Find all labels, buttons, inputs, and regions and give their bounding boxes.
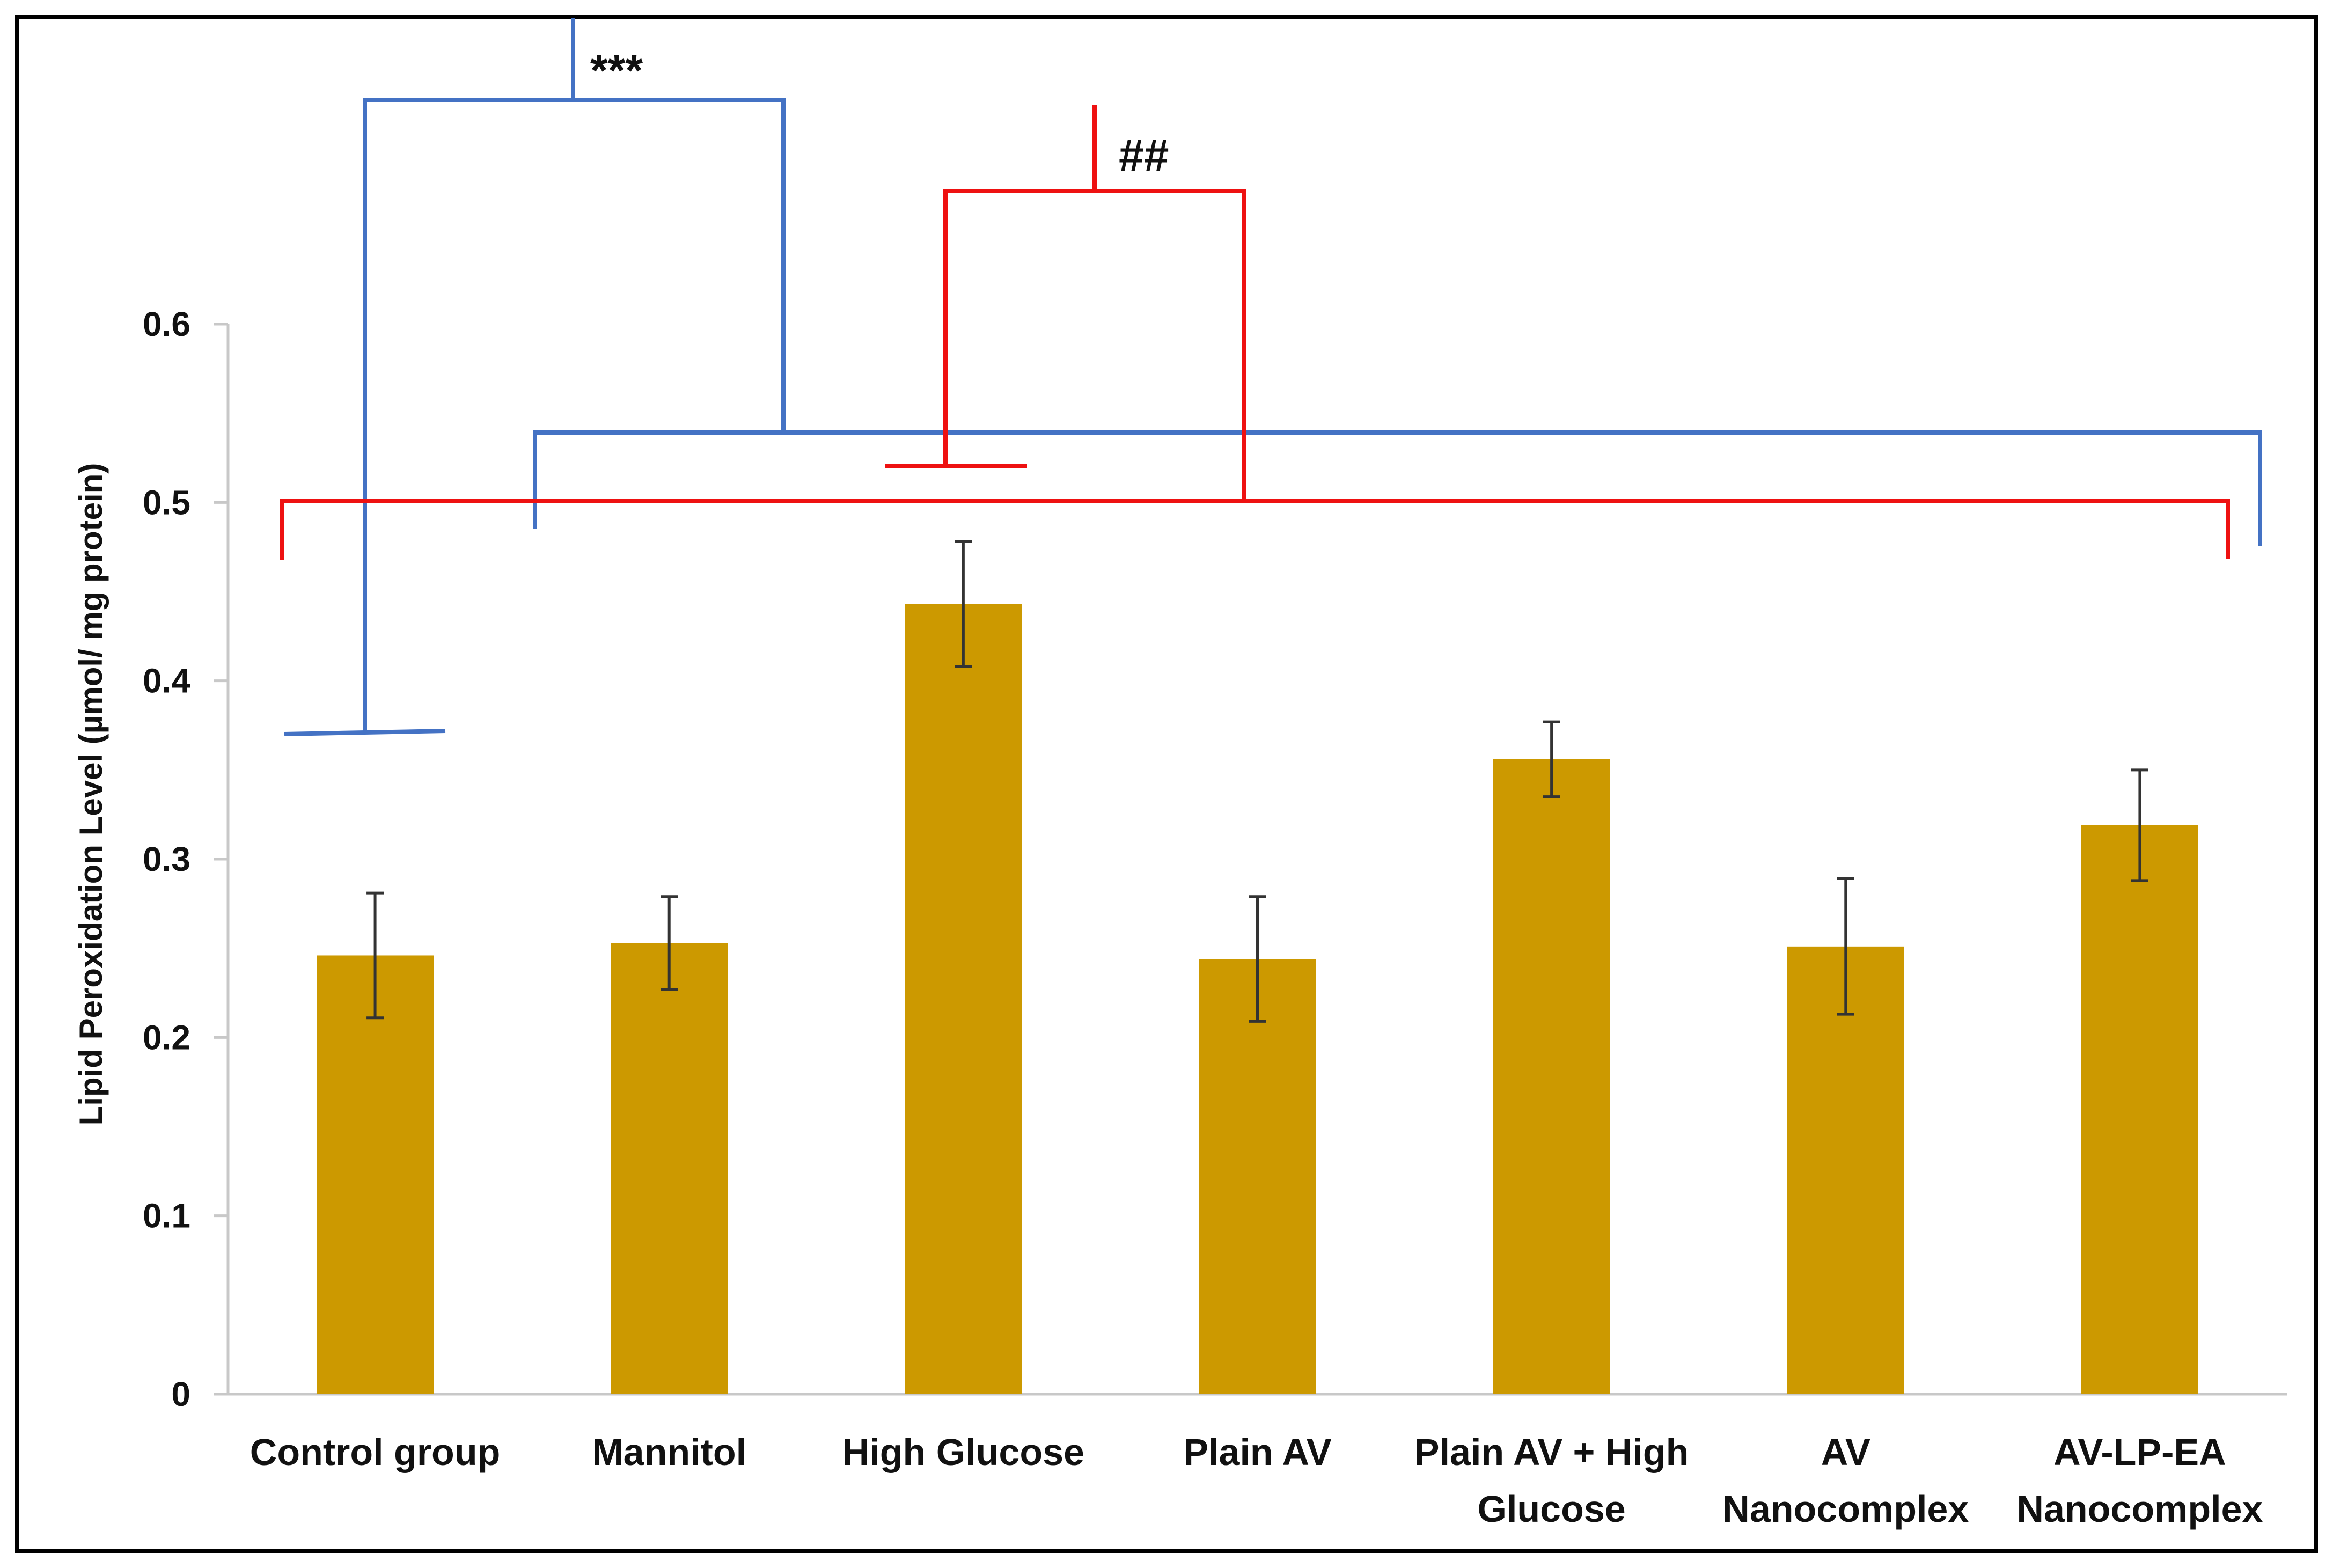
error-bar: [661, 895, 678, 991]
y-tick-label: 0.2: [143, 1018, 190, 1057]
red-bracket-top: [943, 189, 1246, 501]
bars: [317, 604, 2198, 1394]
bar: [611, 943, 728, 1394]
red-significance-bracket: [280, 105, 2230, 560]
bar: [1787, 946, 1904, 1394]
category-labels: Control group Mannitol High Glucose Plain A…: [250, 1431, 2263, 1530]
red-significance-label: ##: [1119, 130, 1169, 180]
bar: [317, 955, 434, 1394]
error-bar: [2131, 768, 2148, 882]
y-tick-label: 0.4: [143, 662, 190, 700]
error-bars: [366, 540, 2148, 1023]
category-label: AV-LP-EA Nanocomplex: [2016, 1431, 2263, 1530]
chart-frame: [15, 15, 2318, 1553]
bar: [2081, 825, 2198, 1394]
y-tick-label: 0.1: [143, 1197, 190, 1235]
y-ticks: 0 0.1 0.2 0.3 0.4 0.5 0.6: [143, 305, 228, 1413]
blue-significance-label: ***: [590, 45, 643, 96]
blue-significance-bracket: [284, 18, 2262, 736]
red-treatment-span: [280, 499, 2230, 560]
error-bar: [1837, 877, 1854, 1016]
y-tick-label: 0.3: [143, 840, 190, 878]
y-tick-label: 0.5: [143, 483, 190, 522]
y-tick-label: 0.6: [143, 305, 190, 343]
bar: [1199, 959, 1316, 1394]
error-bar: [1543, 720, 1560, 798]
category-label: AV Nanocomplex: [1722, 1431, 1969, 1530]
bar: [905, 604, 1022, 1394]
error-bar: [366, 891, 384, 1020]
blue-treatment-span: [533, 430, 2262, 546]
category-label: Control group: [250, 1431, 501, 1473]
category-label: Plain AV: [1183, 1431, 1331, 1473]
blue-bracket-top: [363, 98, 786, 734]
error-bar: [1249, 895, 1266, 1023]
category-label: Plain AV + High Glucose: [1414, 1431, 1689, 1530]
category-label: High Glucose: [842, 1431, 1084, 1473]
bar: [1493, 759, 1610, 1394]
category-label: Mannitol: [592, 1431, 746, 1473]
blue-control-cap: [284, 729, 446, 736]
y-axis-label: Lipid Peroxidation Level (µmol/ mg prote…: [73, 463, 109, 1126]
y-tick-label: 0: [171, 1375, 190, 1413]
error-bar: [955, 540, 972, 668]
